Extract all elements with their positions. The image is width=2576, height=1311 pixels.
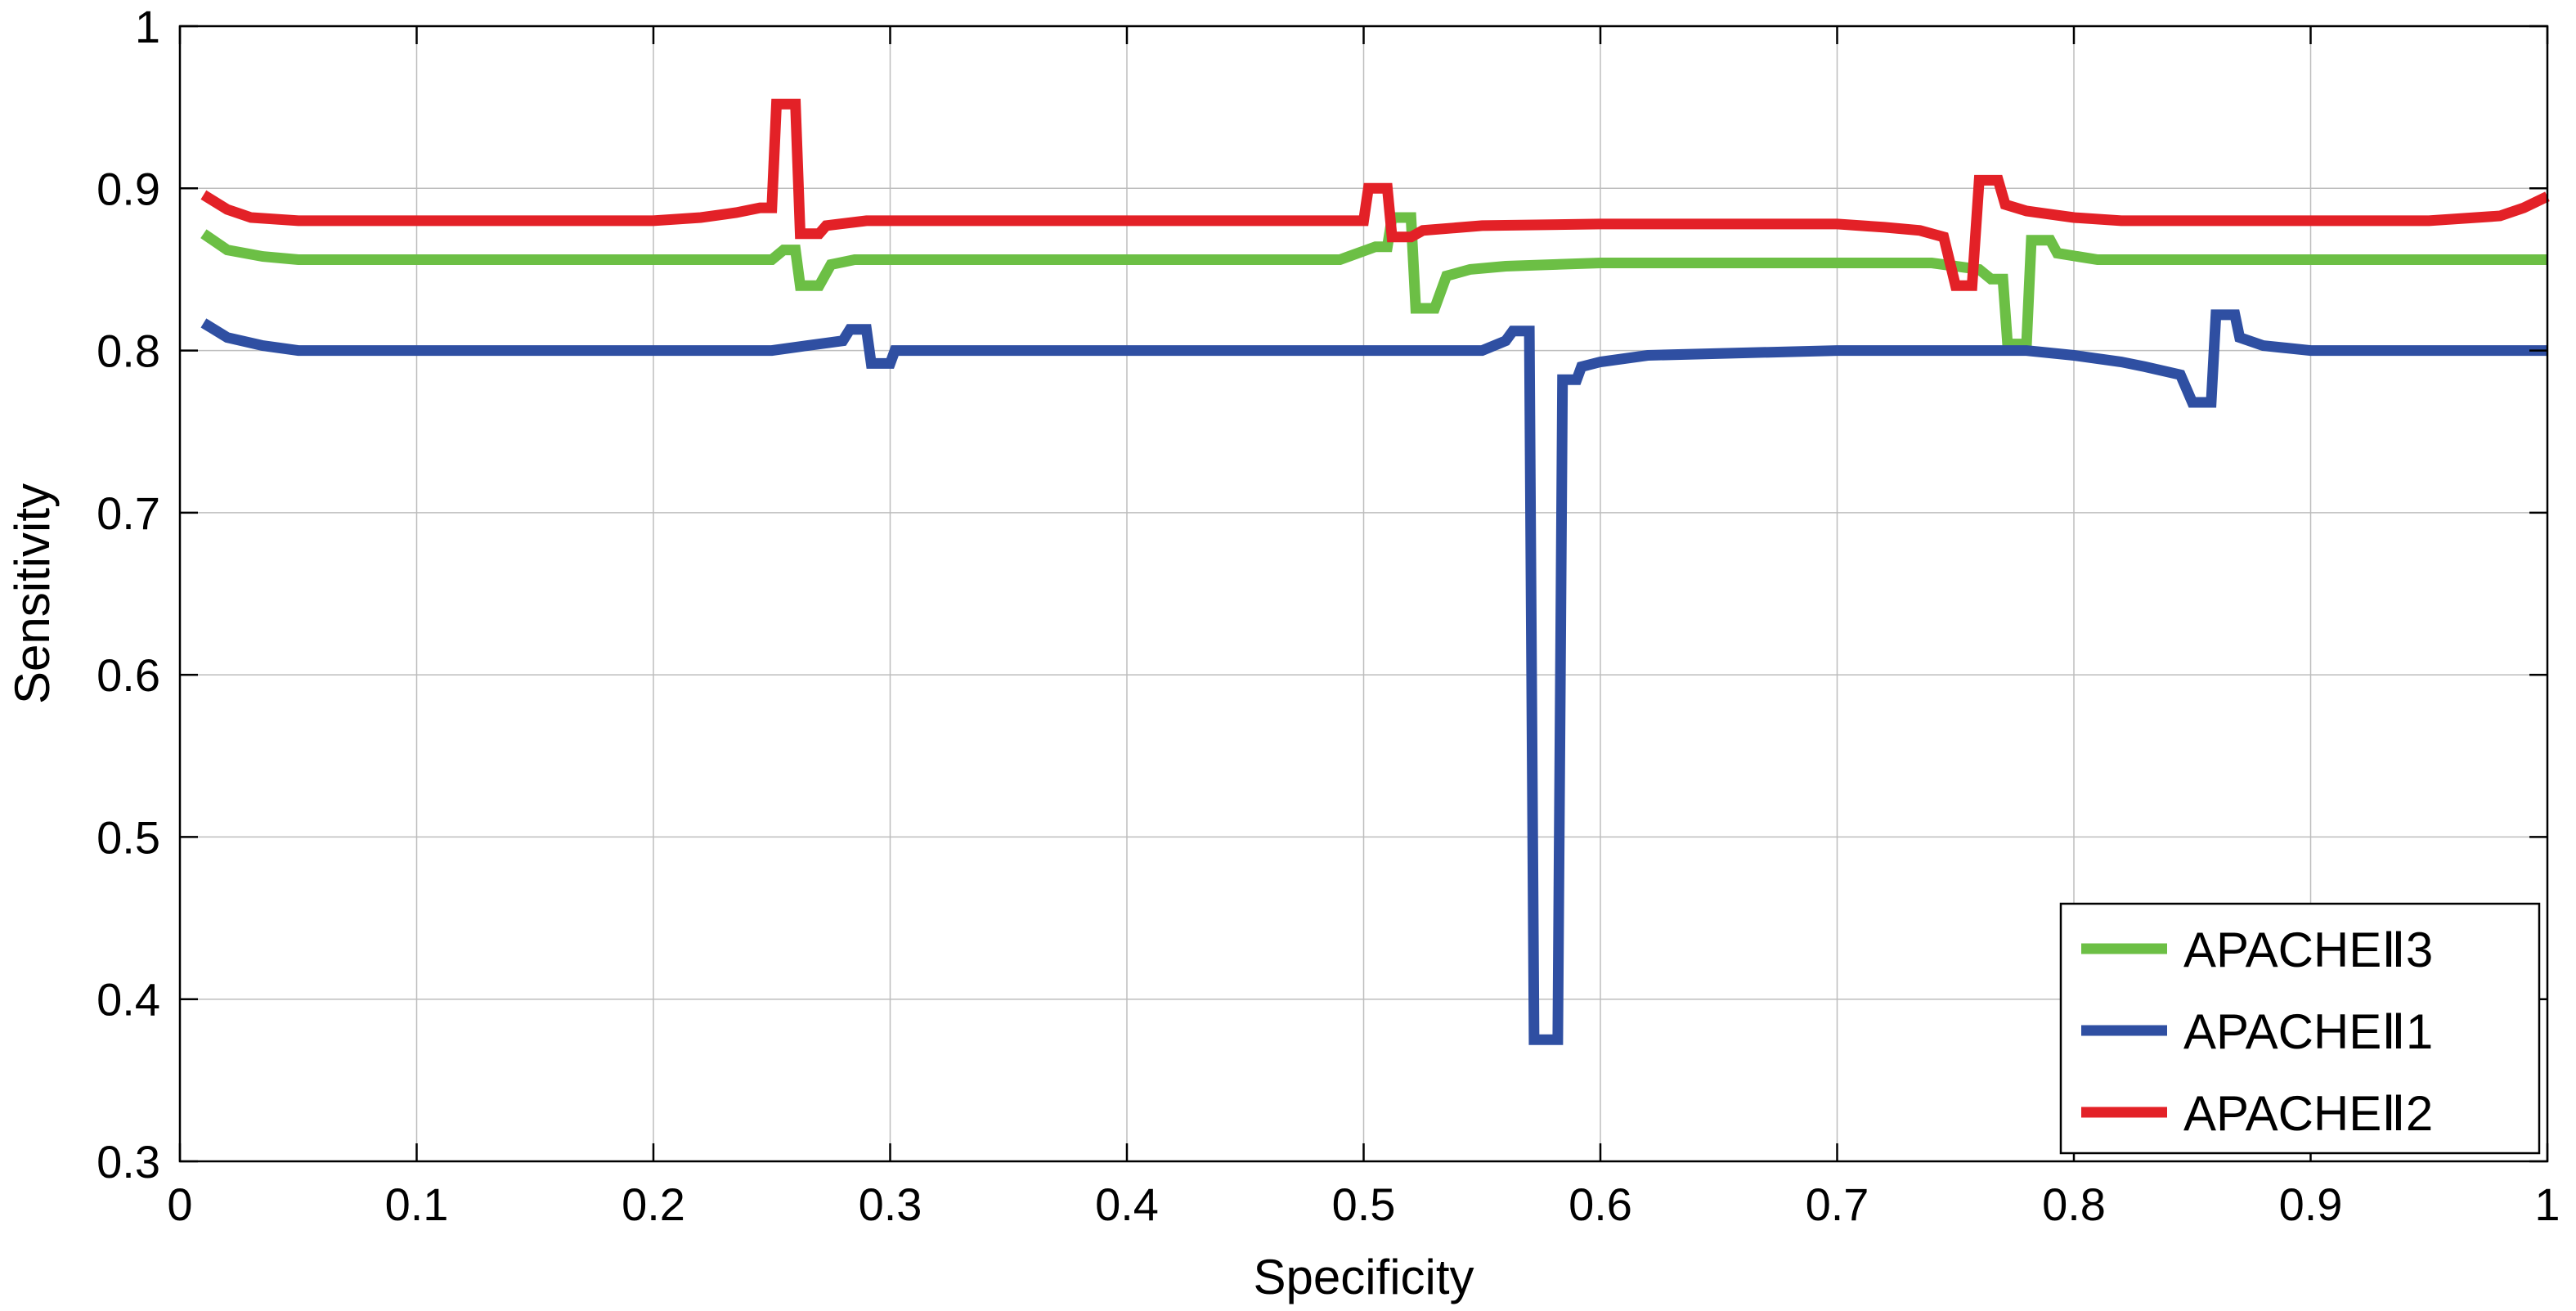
series-lines xyxy=(200,98,2550,1045)
legend: APACHEⅡ3 APACHEⅡ1 APACHEⅡ2 xyxy=(2059,902,2541,1155)
x-tick-label: 1 xyxy=(2534,1179,2560,1230)
x-tick-label: 0.2 xyxy=(622,1179,685,1230)
x-tick-label: 0.3 xyxy=(859,1179,922,1230)
y-tick-label: 0.4 xyxy=(96,974,160,1026)
x-tick-label: 0.8 xyxy=(2042,1179,2106,1230)
x-tick-label: 0.6 xyxy=(1568,1179,1632,1230)
x-tick-label: 0 xyxy=(167,1179,192,1230)
y-tick-label: 0.9 xyxy=(96,163,160,214)
series-line-2 xyxy=(200,309,2547,1045)
series-line-1 xyxy=(200,212,2547,350)
series-line-3 xyxy=(200,98,2550,291)
legend-label: APACHEⅡ3 xyxy=(2183,923,2433,977)
y-tick-label: 0.8 xyxy=(96,326,160,377)
x-axis-ticks: 0 0.1 0.2 0.3 0.4 0.5 0.6 0.7 0.8 0.9 1 xyxy=(167,26,2560,1230)
x-tick-label: 0.4 xyxy=(1095,1179,1159,1230)
x-tick-label: 0.9 xyxy=(2279,1179,2343,1230)
y-axis-ticks: 0.3 0.4 0.5 0.6 0.7 0.8 0.9 1 xyxy=(96,1,2547,1188)
y-axis-title: Sensitivity xyxy=(5,483,60,704)
x-tick-label: 0.7 xyxy=(1806,1179,1869,1230)
y-tick-label: 0.3 xyxy=(96,1136,160,1188)
y-tick-label: 0.7 xyxy=(96,487,160,539)
x-tick-label: 0.5 xyxy=(1332,1179,1396,1230)
y-tick-label: 1 xyxy=(135,1,160,52)
x-tick-label: 0.1 xyxy=(385,1179,449,1230)
y-tick-label: 0.6 xyxy=(96,649,160,701)
legend-label: APACHEⅡ2 xyxy=(2183,1086,2433,1141)
y-tick-label: 0.5 xyxy=(96,811,160,863)
x-axis-title: Specificity xyxy=(1253,1250,1474,1304)
legend-label: APACHEⅡ1 xyxy=(2183,1004,2433,1059)
